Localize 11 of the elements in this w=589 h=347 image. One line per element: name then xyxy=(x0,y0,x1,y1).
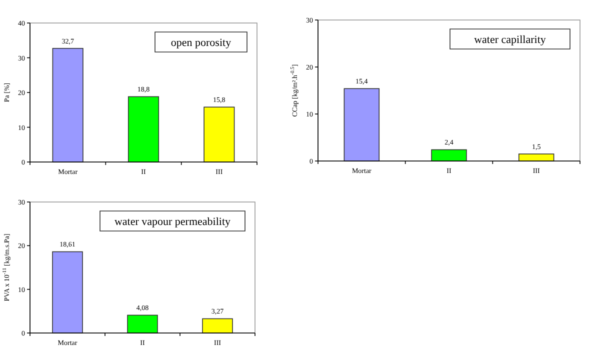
bar xyxy=(344,88,380,162)
text: water capillarity xyxy=(474,34,546,46)
bar xyxy=(204,106,235,162)
text: open porosity xyxy=(170,37,232,49)
bar xyxy=(52,48,84,162)
bar xyxy=(128,96,160,162)
bar xyxy=(52,251,83,334)
bar xyxy=(127,314,158,334)
bar xyxy=(202,318,233,334)
text: water vapour permeability xyxy=(114,216,232,228)
bar xyxy=(431,149,467,162)
